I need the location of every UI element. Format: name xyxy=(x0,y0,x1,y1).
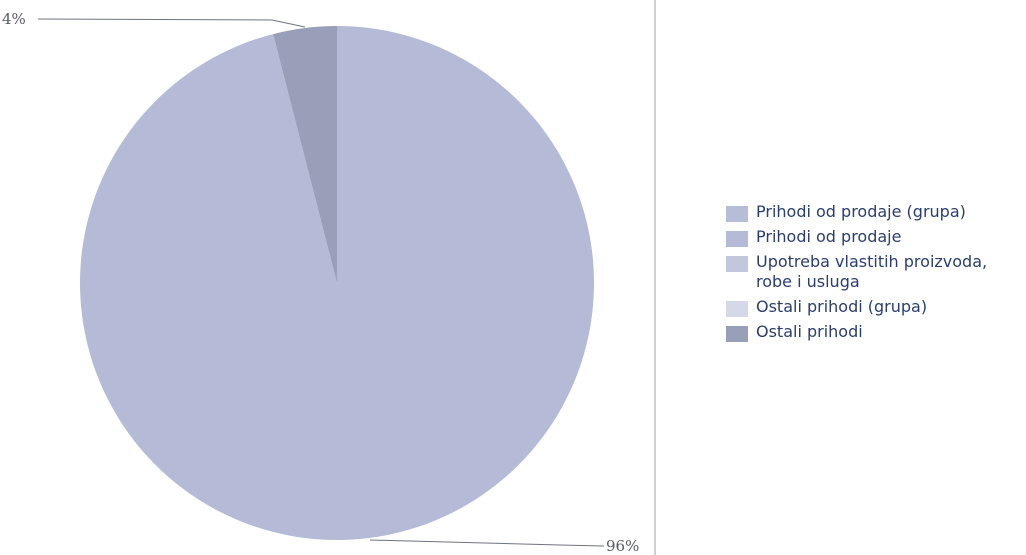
legend-label: Ostali prihodi xyxy=(756,322,863,341)
legend-swatch xyxy=(726,231,748,247)
legend-item: Upotreba vlastitih proizvoda, robe i usl… xyxy=(726,252,1026,292)
legend-item: Ostali prihodi (grupa) xyxy=(726,297,1026,317)
legend-swatch xyxy=(726,256,748,272)
leader-line-96pct xyxy=(369,539,605,547)
pie-slice-ostali-prihodi xyxy=(273,26,337,283)
pie-slice-prihodi-od-prodaje xyxy=(79,26,594,540)
legend-swatch xyxy=(726,326,748,342)
legend-label: Prihodi od prodaje (grupa) xyxy=(756,202,966,221)
legend-swatch xyxy=(726,301,748,317)
pie-chart: 4% 96% xyxy=(2,0,656,555)
legend-label: Ostali prihodi (grupa) xyxy=(756,297,928,316)
data-label-96pct: 96% xyxy=(606,537,639,555)
legend-label: Upotreba vlastitih proizvoda, robe i usl… xyxy=(756,252,988,291)
legend-item: Prihodi od prodaje xyxy=(726,227,1026,247)
leader-line-4pct xyxy=(37,18,306,28)
chart-legend: Prihodi od prodaje (grupa) Prihodi od pr… xyxy=(726,202,1026,347)
pie-chart-svg: 4% 96% xyxy=(2,0,656,555)
pie-data-labels: 4% 96% xyxy=(2,10,639,555)
legend-swatch xyxy=(726,206,748,222)
data-label-4pct: 4% xyxy=(2,10,26,28)
pie-slices xyxy=(79,26,594,540)
legend-label: Prihodi od prodaje xyxy=(756,227,902,246)
legend-item: Prihodi od prodaje (grupa) xyxy=(726,202,1026,222)
legend-item: Ostali prihodi xyxy=(726,322,1026,342)
